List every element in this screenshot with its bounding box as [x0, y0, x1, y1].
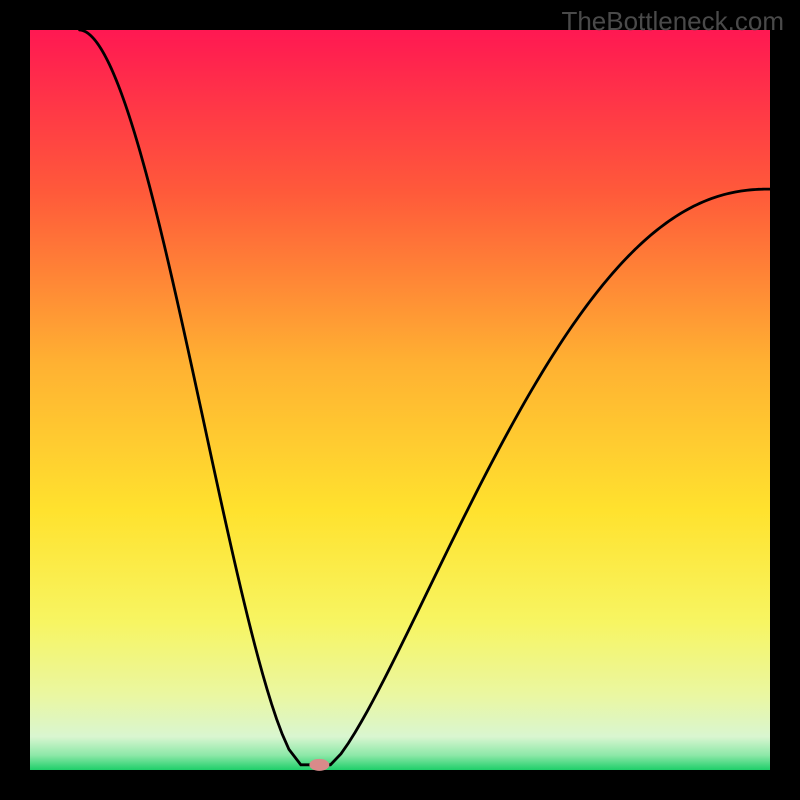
dip-marker — [309, 759, 329, 771]
plot-area — [30, 30, 770, 770]
watermark-text: TheBottleneck.com — [561, 6, 784, 37]
chart-svg — [0, 0, 800, 800]
bottleneck-chart: TheBottleneck.com — [0, 0, 800, 800]
